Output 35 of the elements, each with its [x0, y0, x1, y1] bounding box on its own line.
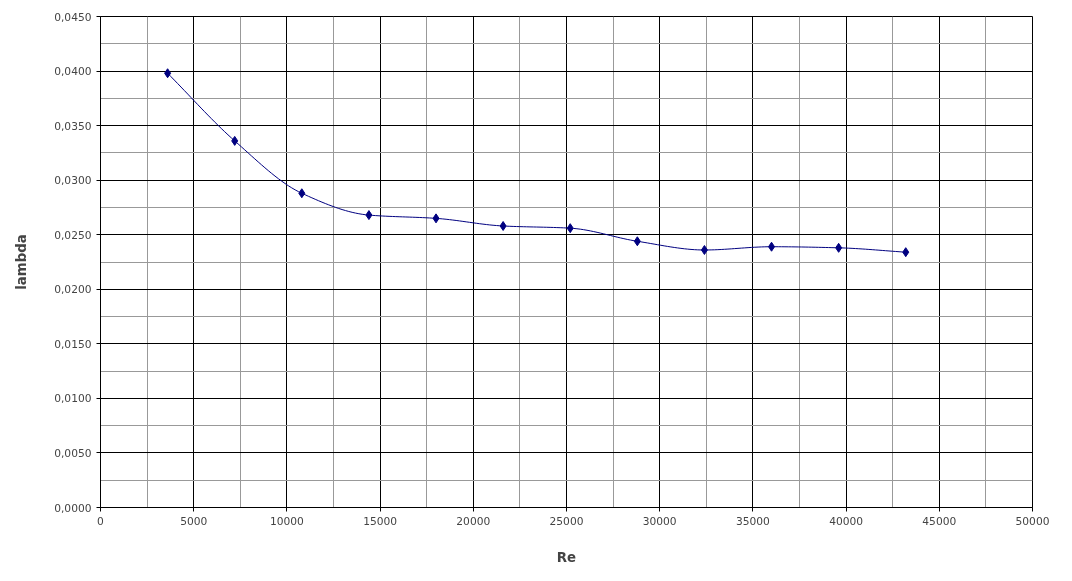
x-tick-label: 20000	[456, 514, 491, 528]
y-tick-label: 0,0000	[54, 501, 92, 515]
x-tick-label: 15000	[363, 514, 398, 528]
point	[768, 241, 776, 252]
y-tick-label: 0,0250	[54, 228, 92, 242]
x-tick-label: 0	[97, 514, 105, 528]
point	[231, 135, 239, 146]
y-tick-label: 0,0150	[54, 337, 92, 351]
x-tick-label: 25000	[549, 514, 584, 528]
y-tick-label: 0,0400	[54, 65, 92, 79]
x-tick-label: 5000	[180, 514, 208, 528]
x-tick-label: 50000	[1015, 514, 1050, 528]
x-tick-label: 10000	[269, 514, 305, 528]
x-axis-title: Re	[556, 549, 577, 565]
y-tick-label: 0,0450	[54, 10, 92, 24]
point	[566, 223, 574, 234]
point	[835, 242, 843, 253]
point	[432, 213, 440, 224]
y-tick-label: 0,0300	[54, 174, 92, 188]
point	[365, 210, 373, 221]
point	[902, 247, 910, 258]
y-tick-label: 0,0050	[54, 446, 92, 460]
point	[164, 68, 172, 79]
point	[499, 220, 507, 231]
y-axis-title: lambda	[14, 234, 30, 290]
y-tick-label: 0,0350	[54, 119, 92, 133]
y-tick-label: 0,0100	[54, 392, 92, 406]
point	[700, 245, 708, 255]
x-tick-label: 45000	[922, 514, 957, 528]
x-tick-label: 30000	[642, 514, 677, 528]
point	[633, 236, 641, 247]
y-tick-label: 0,0200	[54, 283, 92, 297]
point	[298, 188, 306, 199]
x-tick-label: 40000	[829, 514, 864, 528]
x-tick-label: 35000	[735, 514, 771, 528]
